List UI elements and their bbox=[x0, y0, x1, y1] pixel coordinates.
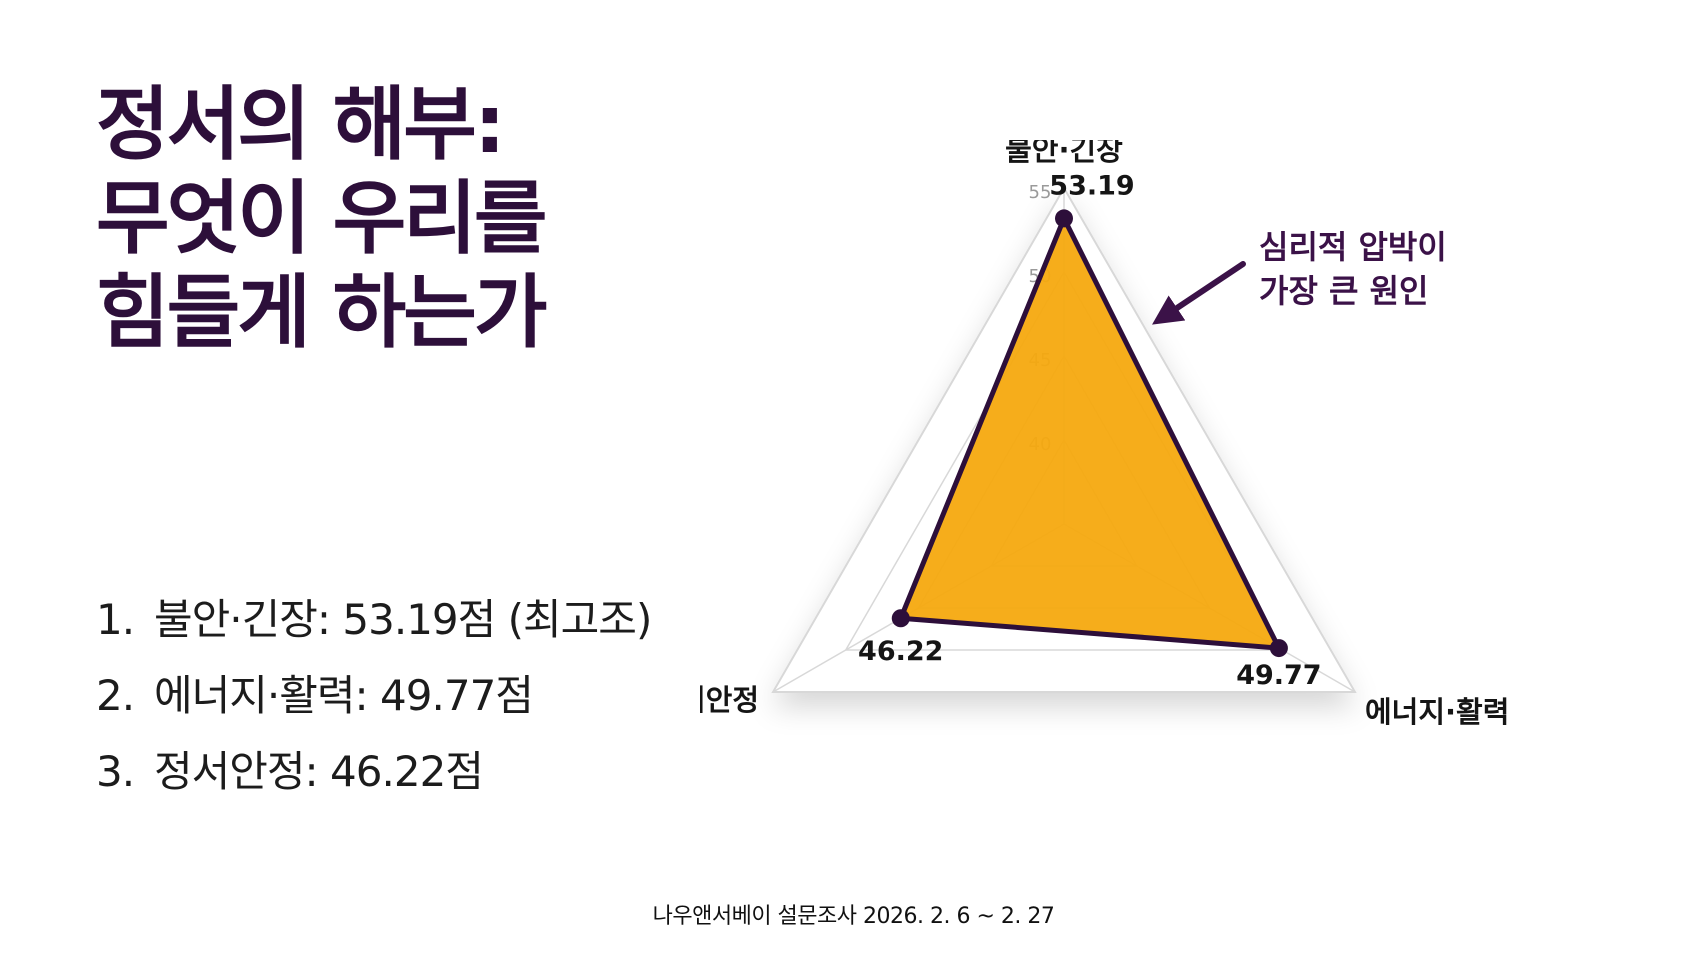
radar-data-area bbox=[898, 215, 1282, 651]
stat-number: 2. bbox=[96, 671, 135, 720]
stat-item: 2. 에너지·활력: 49.77점 bbox=[96, 658, 736, 734]
stat-item: 1. 불안·긴장: 53.19점 (최고조) bbox=[96, 582, 736, 658]
radar-value-label: 53.19 bbox=[1049, 170, 1134, 201]
headline-line-2: 무엇이 우리를 bbox=[96, 172, 547, 265]
annotation-arrow-icon bbox=[1152, 261, 1246, 325]
stats-list: 1. 불안·긴장: 53.19점 (최고조) 2. 에너지·활력: 49.77점 3… bbox=[96, 582, 736, 810]
stat-text: 불안·긴장: 53.19점 (최고조) bbox=[154, 595, 652, 644]
radar-value-label: 49.77 bbox=[1236, 660, 1321, 691]
stat-text: 에너지·활력: 49.77점 bbox=[154, 671, 534, 720]
radar-data: 53.19 49.77 46.22 bbox=[858, 170, 1322, 691]
annotation: 심리적 압박이 가장 큰 원인 bbox=[1152, 228, 1447, 325]
radar-axis-label: 정서안정 bbox=[700, 683, 759, 717]
radar-axis-label: 에너지·활력 bbox=[1365, 695, 1509, 729]
stat-text: 정서안정: 46.22점 bbox=[154, 747, 484, 796]
headline-line-3: 힘들게 하는가 bbox=[96, 266, 547, 359]
stat-number: 3. bbox=[96, 747, 135, 796]
footer-source: 나우앤서베이 설문조사 2026. 2. 6 ~ 2. 27 bbox=[652, 904, 1055, 929]
radar-data-point bbox=[1055, 209, 1073, 228]
stat-number: 1. bbox=[96, 595, 135, 644]
headline-line-1: 정서의 해부: bbox=[96, 78, 506, 171]
annotation-line-2: 가장 큰 원인 bbox=[1259, 272, 1428, 310]
stat-item: 3. 정서안정: 46.22점 bbox=[96, 734, 736, 810]
radar-value-label: 46.22 bbox=[858, 636, 943, 667]
radar-tick-label: 55 bbox=[1029, 182, 1052, 203]
radar-data-point bbox=[891, 609, 910, 628]
annotation-line-1: 심리적 압박이 bbox=[1259, 228, 1447, 266]
headline: 정서의 해부: 무엇이 우리를 힘들게 하는가 bbox=[96, 78, 716, 360]
radar-axis-label: 불안·긴장 bbox=[1005, 140, 1123, 167]
radar-data-point bbox=[1269, 639, 1288, 658]
